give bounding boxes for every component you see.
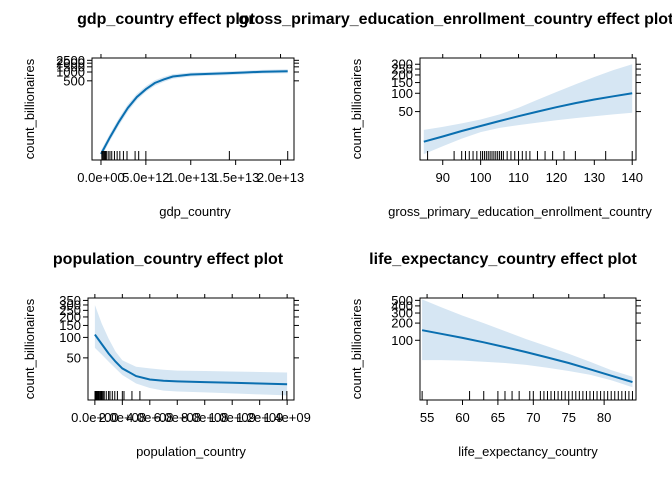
confidence-band — [101, 69, 288, 158]
x-tick-label: 8.0e+08 — [181, 410, 228, 425]
y-tick-label: 100 — [391, 333, 413, 348]
x-tick-label: 1.5e+13 — [212, 170, 259, 185]
y-tick-label: 200 — [391, 316, 413, 331]
y-tick-label: 350 — [59, 293, 81, 308]
x-tick-label: 100 — [470, 170, 492, 185]
y-tick-label: 50 — [67, 350, 81, 365]
chart-title: gdp_country effect plot — [77, 11, 255, 28]
x-tick-label: 140 — [621, 170, 643, 185]
x-tick-label: 6.0e+08 — [154, 410, 201, 425]
y-tick-label: 200 — [391, 67, 413, 82]
y-tick-label: 300 — [391, 306, 413, 321]
y-axis-label: count_billionaires — [22, 58, 37, 159]
y-axis-label: count_billionaires — [22, 298, 37, 399]
y-tick-label: 150 — [59, 318, 81, 333]
x-tick-label: 80 — [597, 410, 611, 425]
y-axis-label: count_billionaires — [349, 58, 364, 159]
x-tick-label: 1.2e+09 — [236, 410, 283, 425]
x-tick-label: 4.0e+08 — [126, 410, 173, 425]
x-axis-label: gdp_country — [159, 204, 231, 219]
x-tick-label: 2.0e+08 — [99, 410, 146, 425]
panel-2: 90 100 110 120 130 14050100150200250300gross_… — [239, 11, 672, 219]
x-tick-label: 70 — [526, 410, 540, 425]
x-tick-label: 1.0e+13 — [167, 170, 214, 185]
y-tick-label: 50 — [399, 104, 413, 119]
y-tick-label: 500 — [391, 293, 413, 308]
confidence-band — [422, 299, 633, 388]
y-tick-label: 200 — [59, 309, 81, 324]
y-tick-label: 1500 — [56, 59, 85, 74]
plot-frame — [87, 297, 295, 401]
y-tick-label: 2000 — [56, 56, 85, 71]
chart-title: gross_primary_education_enrollment_count… — [239, 11, 672, 28]
x-tick-label: 1.4e+09 — [263, 410, 310, 425]
x-tick-label: 130 — [583, 170, 605, 185]
x-axis-label: population_country — [136, 444, 246, 459]
y-tick-label: 300 — [59, 297, 81, 312]
fitted-line — [421, 329, 633, 384]
plot-frame — [91, 57, 295, 161]
y-tick-label: 2500 — [56, 53, 85, 68]
x-tick-label: 5.0e+12 — [122, 170, 169, 185]
confidence-band — [94, 305, 288, 396]
y-tick-label: 250 — [59, 303, 81, 318]
panel-3: 0.0e+002.0e+084.0e+086.0e+088.0e+081.0e+… — [22, 251, 311, 459]
plot-frame — [419, 57, 637, 161]
x-tick-label: 110 — [508, 170, 529, 185]
x-tick-label: 90 — [436, 170, 450, 185]
y-tick-label: 500 — [63, 73, 85, 88]
fitted-line — [94, 334, 288, 386]
y-tick-label: 1000 — [56, 64, 85, 79]
y-tick-label: 400 — [391, 298, 413, 313]
plot-frame — [419, 297, 637, 401]
fitted-line — [423, 92, 633, 143]
chart-title: population_country effect plot — [53, 251, 284, 268]
x-tick-label: 55 — [420, 410, 434, 425]
x-tick-label: 65 — [491, 410, 505, 425]
x-tick-label: 120 — [546, 170, 568, 185]
x-tick-label: 0.0e+00 — [71, 410, 118, 425]
x-tick-label: 2.0e+13 — [257, 170, 304, 185]
y-axis-label: count_billionaires — [349, 298, 364, 399]
y-tick-label: 100 — [59, 330, 81, 345]
x-tick-label: 60 — [455, 410, 469, 425]
y-tick-label: 150 — [391, 75, 413, 90]
x-tick-label: 1.0e+09 — [209, 410, 256, 425]
y-tick-label: 250 — [391, 62, 413, 77]
panel-1: 0.0e+005.0e+121.0e+131.5e+132.0e+13 50010… — [22, 11, 304, 219]
y-tick-label: 100 — [391, 86, 413, 101]
fitted-line — [100, 70, 288, 155]
y-tick-label: 300 — [391, 57, 413, 72]
confidence-band — [423, 64, 633, 155]
x-tick-label: 75 — [561, 410, 575, 425]
chart-title: life_expectancy_country effect plot — [369, 251, 637, 268]
x-axis-label: life_expectancy_country — [458, 444, 598, 459]
x-axis-label: gross_primary_education_enrollment_count… — [388, 204, 652, 219]
x-tick-label: 0.0e+00 — [77, 170, 124, 185]
